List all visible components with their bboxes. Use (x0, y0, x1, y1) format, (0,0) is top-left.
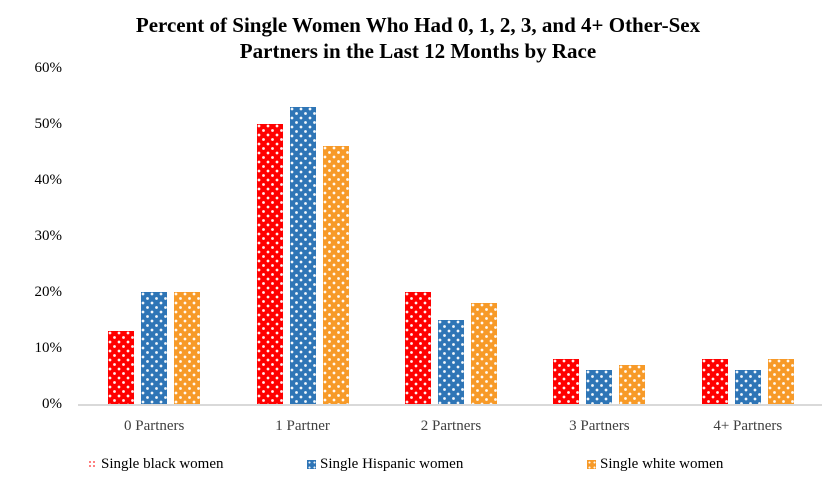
x-axis-category-label: 2 Partners (420, 418, 482, 434)
legend-label: Single Hispanic women (320, 456, 464, 472)
bar-group (80, 68, 228, 404)
bar (405, 292, 432, 404)
bar-group (228, 68, 376, 404)
bar (701, 359, 728, 404)
bar (734, 370, 761, 404)
y-axis-tick-label: 0% (42, 396, 62, 412)
chart-title-line2: Partners in the Last 12 Months by Race (239, 39, 597, 63)
bar (471, 303, 498, 404)
x-axis-category-label: 3 Partners (569, 418, 630, 434)
x-axis-category-label: 4+ Partners (713, 418, 783, 434)
chart-title: Percent of Single Women Who Had 0, 1, 2,… (0, 12, 836, 64)
bar (108, 331, 135, 404)
bar (553, 359, 580, 404)
legend-marker-icon (88, 459, 97, 469)
bar-group (525, 68, 673, 404)
legend-marker-icon (307, 459, 316, 469)
x-axis-category-label: 0 Partners (123, 418, 185, 434)
y-axis-tick-label: 60% (34, 60, 63, 76)
bar (619, 364, 646, 404)
y-axis-tick-label: 40% (34, 172, 63, 188)
bar-group (377, 68, 525, 404)
legend-marker-icon (587, 459, 596, 469)
y-axis-tick-label: 30% (34, 228, 63, 244)
bar (256, 124, 283, 404)
legend-item: Single white women (587, 455, 723, 473)
bar (767, 359, 794, 404)
bar (141, 292, 168, 404)
chart-title-line1: Percent of Single Women Who Had 0, 1, 2,… (135, 13, 701, 37)
legend-item: Single black women (88, 455, 223, 473)
bar (174, 292, 201, 404)
bar (289, 107, 316, 404)
y-axis-tick-label: 50% (34, 116, 63, 132)
legend-label: Single black women (101, 456, 224, 472)
bar (586, 370, 613, 404)
plot-area (80, 68, 822, 404)
y-axis-tick-label: 20% (34, 284, 63, 300)
legend-label: Single white women (600, 456, 724, 472)
x-axis-line (78, 404, 822, 406)
y-axis-tick-label: 10% (34, 340, 63, 356)
bar-group (674, 68, 822, 404)
x-axis-category-label: 1 Partner (275, 418, 330, 434)
legend-item: Single Hispanic women (307, 455, 463, 473)
bar (322, 146, 349, 404)
bar (438, 320, 465, 404)
